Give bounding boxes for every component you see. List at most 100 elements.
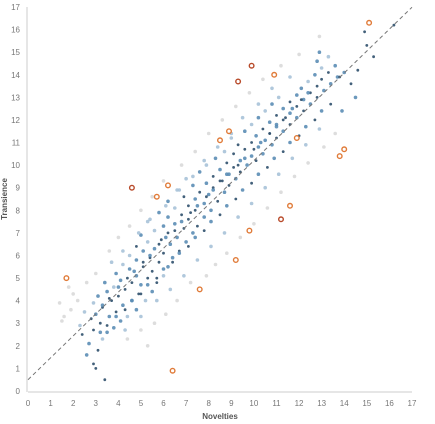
data-point <box>94 367 98 370</box>
data-point <box>356 68 360 72</box>
data-point <box>276 172 281 176</box>
data-point <box>327 71 330 74</box>
outlier-point <box>293 134 300 141</box>
data-point <box>127 224 132 228</box>
data-point <box>254 159 258 163</box>
data-point <box>139 208 143 213</box>
data-point <box>157 210 161 215</box>
data-point <box>116 235 121 240</box>
data-point <box>250 141 254 144</box>
data-point <box>170 255 175 260</box>
data-point <box>206 192 211 197</box>
data-point <box>315 84 319 88</box>
data-point <box>150 269 154 273</box>
data-point <box>168 287 173 292</box>
data-point <box>281 118 285 122</box>
data-point <box>155 281 159 284</box>
data-point <box>206 131 211 136</box>
x-tick-label: 5 <box>139 399 144 408</box>
x-tick-label: 6 <box>161 399 166 408</box>
data-point <box>304 124 308 129</box>
data-point <box>363 30 366 34</box>
data-point <box>182 195 186 199</box>
data-point <box>173 222 177 226</box>
data-point <box>238 235 243 240</box>
data-point <box>299 86 304 91</box>
data-point <box>353 95 358 100</box>
x-axis-ticks: 0 1 2 3 4 5 6 7 8 9 10 11 12 13 14 15 16 17 <box>26 399 417 408</box>
data-point <box>236 215 240 219</box>
y-tick-label: 17 <box>11 3 20 12</box>
data-point <box>304 143 308 147</box>
data-point <box>127 267 132 271</box>
data-point <box>281 129 286 133</box>
y-tick-label: 2 <box>16 342 21 351</box>
data-point <box>243 156 247 161</box>
data-point <box>139 283 143 287</box>
y-tick-label: 8 <box>16 206 21 215</box>
data-point <box>225 251 229 255</box>
data-point <box>236 163 240 167</box>
data-point <box>204 274 209 278</box>
data-point <box>372 55 375 59</box>
data-point <box>184 240 188 244</box>
data-point <box>107 297 111 300</box>
data-point <box>195 204 200 208</box>
data-point <box>134 307 139 312</box>
outlier-point <box>216 137 223 144</box>
data-point <box>98 321 102 325</box>
y-tick-label: 9 <box>16 184 21 193</box>
data-point <box>222 149 227 154</box>
data-point <box>180 213 184 217</box>
x-tick-label: 15 <box>362 399 371 408</box>
data-point <box>301 97 306 102</box>
data-point <box>98 330 103 335</box>
outlier-point <box>278 216 285 223</box>
data-point <box>161 224 166 228</box>
x-tick-label: 12 <box>295 399 304 408</box>
data-point <box>202 158 206 163</box>
data-point <box>107 249 112 253</box>
data-point <box>279 190 283 194</box>
data-point <box>145 240 150 244</box>
data-point <box>220 179 224 183</box>
data-point <box>227 172 231 176</box>
data-point <box>211 188 215 192</box>
x-tick-label: 10 <box>249 399 258 408</box>
data-point <box>196 224 199 228</box>
data-point <box>121 262 125 267</box>
data-point <box>320 77 323 81</box>
data-point <box>187 245 190 248</box>
data-point <box>240 188 245 192</box>
data-point <box>288 100 292 104</box>
data-point <box>191 174 195 179</box>
data-point <box>275 114 278 117</box>
data-point <box>263 138 268 143</box>
data-points <box>57 23 396 382</box>
x-tick-label: 9 <box>229 399 234 408</box>
data-point <box>69 307 73 312</box>
data-point <box>333 131 338 136</box>
outlier-point <box>128 184 135 191</box>
data-point <box>295 115 299 120</box>
data-point <box>216 199 220 203</box>
y-tick-label: 1 <box>16 364 21 373</box>
data-point <box>191 183 195 188</box>
data-point <box>125 337 130 341</box>
outlier-point <box>271 71 278 78</box>
x-tick-label: 8 <box>206 399 211 408</box>
data-point <box>71 292 75 296</box>
data-point <box>164 235 168 240</box>
data-point <box>107 314 112 319</box>
data-point <box>270 86 274 91</box>
data-point <box>322 145 326 149</box>
x-axis-title: Novelties <box>202 412 238 421</box>
data-point <box>297 52 301 57</box>
data-point <box>105 289 109 294</box>
data-point <box>94 271 98 276</box>
outlier-point <box>225 128 232 135</box>
data-point <box>84 280 89 285</box>
data-point <box>150 194 154 199</box>
data-point <box>187 217 190 221</box>
